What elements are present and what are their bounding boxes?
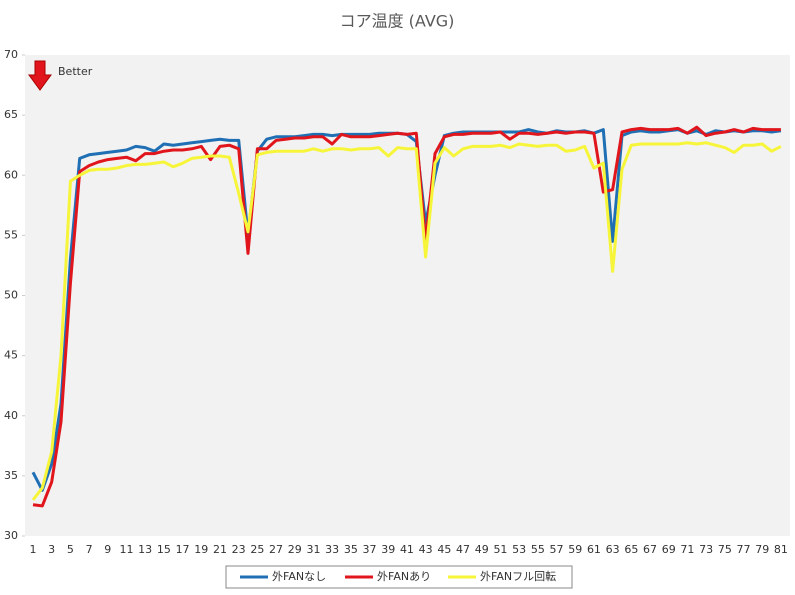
x-tick-label: 69 [662,543,676,556]
x-tick-label: 27 [269,543,283,556]
x-tick-label: 49 [475,543,489,556]
x-tick-label: 19 [194,543,208,556]
x-tick-label: 51 [493,543,507,556]
y-tick-label: 70 [4,48,18,61]
legend-label: 外FANあり [377,570,431,583]
x-tick-label: 7 [86,543,93,556]
y-tick-label: 65 [4,108,18,121]
y-tick-label: 35 [4,469,18,482]
series-line [32,125,781,508]
x-tick-label: 61 [587,543,601,556]
x-tick-label: 57 [550,543,564,556]
x-tick-label: 73 [699,543,713,556]
legend [225,565,573,589]
x-tick-label: 67 [643,543,657,556]
x-tick-label: 9 [104,543,111,556]
x-tick-label: 77 [737,543,751,556]
y-tick-label: 40 [4,409,18,422]
y-tick-label: 55 [4,228,18,241]
plot-area [25,55,790,536]
y-tick-label: 30 [4,529,18,542]
legend-label: 外FANなし [272,570,326,583]
x-tick-label: 17 [176,543,190,556]
arrow-icon [28,60,52,91]
x-tick-label: 65 [624,543,638,556]
x-tick-label: 63 [606,543,620,556]
x-tick-label: 37 [363,543,377,556]
x-tick-label: 39 [381,543,395,556]
x-tick-label: 3 [48,543,55,556]
x-tick-label: 5 [67,543,74,556]
x-tick-label: 55 [531,543,545,556]
x-tick-label: 25 [250,543,264,556]
x-tick-label: 59 [568,543,582,556]
x-tick-label: 81 [774,543,788,556]
y-tick-label: 45 [4,349,18,362]
x-tick-label: 53 [512,543,526,556]
x-tick-label: 47 [456,543,470,556]
x-tick-label: 41 [400,543,414,556]
x-tick-label: 79 [755,543,769,556]
x-tick-label: 71 [680,543,694,556]
x-tick-label: 11 [119,543,133,556]
x-tick-label: 31 [306,543,320,556]
x-tick-label: 29 [288,543,302,556]
x-tick-label: 21 [213,543,227,556]
x-tick-label: 33 [325,543,339,556]
x-tick-label: 43 [419,543,433,556]
x-tick-label: 75 [718,543,732,556]
series-line [31,141,782,501]
y-tick-label: 60 [4,168,18,181]
x-tick-label: 1 [29,543,36,556]
x-tick-label: 15 [157,543,171,556]
x-tick-label: 23 [232,543,246,556]
x-tick-label: 35 [344,543,358,556]
x-tick-label: 45 [437,543,451,556]
y-tick-label: 50 [4,289,18,302]
annotation: Better [58,65,93,78]
legend-label: 外FANフル回転 [480,570,556,583]
chart-title: コア温度 (AVG) [340,12,455,31]
x-tick-label: 13 [138,543,152,556]
